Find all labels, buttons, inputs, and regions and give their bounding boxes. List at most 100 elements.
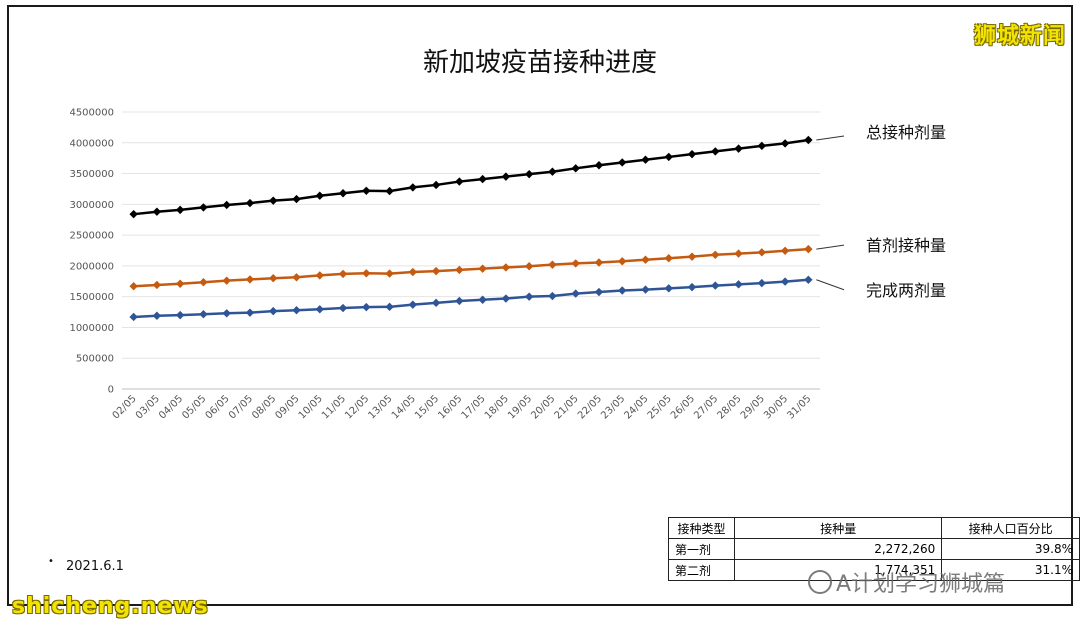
series-line [133, 247, 809, 288]
data-point [385, 269, 394, 278]
slide-frame [7, 5, 1073, 606]
data-point [408, 183, 418, 192]
data-point [455, 177, 464, 186]
data-point [594, 161, 604, 170]
x-tick-label: 21/05 [553, 393, 581, 421]
data-point [431, 266, 441, 276]
table-cell-count: 1,774,351 [734, 559, 943, 581]
data-point [129, 209, 138, 219]
data-point [292, 273, 301, 282]
data-point [315, 271, 324, 280]
x-tick-label: 27/05 [692, 393, 720, 421]
y-tick-label: 2000000 [69, 261, 114, 272]
data-point [199, 278, 208, 287]
data-point [548, 291, 557, 301]
data-point [408, 267, 418, 277]
data-point [152, 207, 162, 216]
watermark-bottom-right: A计划学习狮城篇 [808, 566, 1005, 598]
data-point [269, 306, 278, 316]
table-cell-percent: 31.1% [941, 559, 1080, 581]
data-point [804, 244, 813, 254]
data-point [362, 269, 371, 278]
data-point [292, 194, 301, 204]
data-point [594, 258, 604, 267]
table-cell-type: 第一剂 [667, 538, 736, 560]
data-point [478, 295, 487, 304]
data-point [687, 252, 697, 261]
data-point [524, 261, 534, 271]
x-tick-label: 08/05 [250, 393, 278, 421]
x-tick-label: 17/05 [460, 393, 488, 421]
data-point [548, 260, 557, 269]
data-point [385, 302, 394, 312]
data-point [641, 155, 650, 164]
data-point [245, 308, 255, 317]
data-point [408, 300, 418, 309]
data-point [199, 203, 208, 212]
data-point [641, 285, 650, 294]
data-point [338, 269, 348, 279]
data-point [571, 259, 580, 268]
x-tick-label: 23/05 [599, 393, 627, 421]
data-point [431, 298, 441, 308]
x-tick-label: 09/05 [273, 393, 301, 421]
data-point [780, 139, 790, 148]
data-point [687, 282, 697, 292]
bullet-icon: • [48, 556, 54, 567]
x-tick-label: 22/05 [576, 393, 604, 421]
data-point [734, 249, 743, 258]
data-point [431, 180, 441, 190]
series-label: 完成两剂量 [866, 281, 946, 300]
data-point [129, 282, 138, 291]
x-tick-label: 26/05 [669, 393, 697, 421]
data-point [455, 296, 464, 306]
data-point [245, 198, 255, 208]
data-point [664, 253, 673, 263]
x-tick-label: 14/05 [390, 393, 418, 421]
data-point [315, 191, 324, 200]
data-point [757, 141, 767, 151]
vaccination-table: 接种类型 接种量 接种人口百分比 第一剂 2,272,260 39.8% 第二剂… [667, 517, 1080, 581]
watermark-top: 狮城新闻 [973, 24, 1066, 49]
data-point [501, 172, 511, 181]
x-tick-label: 24/05 [622, 393, 650, 421]
watermark-bottom-left: shicheng.news [12, 594, 209, 619]
x-tick-label: 11/05 [320, 393, 348, 421]
data-point [199, 310, 208, 319]
x-tick-label: 19/05 [506, 393, 534, 421]
series-line [133, 138, 809, 216]
data-point [222, 276, 231, 285]
data-point [571, 289, 580, 298]
data-point [664, 284, 673, 293]
data-point [338, 189, 348, 198]
data-point [269, 274, 278, 283]
x-tick-label: 28/05 [716, 393, 744, 421]
y-tick-label: 1000000 [69, 323, 114, 334]
x-tick-label: 25/05 [646, 393, 674, 421]
data-point [687, 149, 697, 159]
x-tick-label: 18/05 [483, 393, 511, 421]
table-header-count: 接种量 [734, 517, 943, 539]
x-tick-label: 03/05 [134, 393, 162, 421]
data-point [618, 158, 627, 167]
data-point [385, 186, 394, 196]
data-point [478, 174, 487, 184]
data-point [618, 286, 627, 295]
x-tick-label: 06/05 [204, 393, 232, 421]
data-point [734, 280, 743, 289]
data-point [478, 264, 487, 273]
data-point [524, 169, 534, 179]
x-tick-label: 31/05 [785, 393, 813, 421]
x-tick-label: 12/05 [343, 393, 371, 421]
data-point [780, 277, 790, 286]
y-tick-label: 2500000 [69, 231, 114, 242]
x-tick-label: 29/05 [739, 393, 767, 421]
chart-title: 新加坡疫苗接种进度 [422, 48, 657, 78]
data-point [362, 302, 371, 312]
table-cell-type: 第二剂 [667, 559, 736, 581]
x-tick-label: 04/05 [157, 393, 185, 421]
data-point [222, 200, 231, 210]
watermark-bottom-right-text: A计划学习狮城篇 [836, 572, 1006, 597]
leader-line [816, 135, 845, 141]
